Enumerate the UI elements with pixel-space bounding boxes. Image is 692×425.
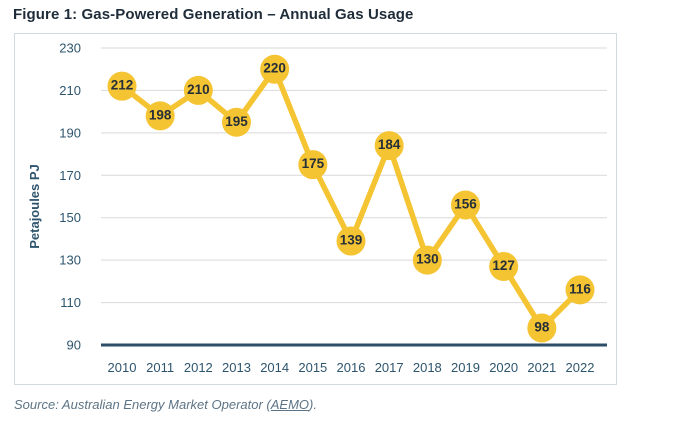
x-tick-label: 2014	[260, 360, 289, 375]
data-label: 220	[263, 61, 286, 76]
data-label: 210	[187, 82, 210, 97]
x-tick-label: 2020	[489, 360, 518, 375]
x-tick-label: 2013	[222, 360, 251, 375]
aemo-link[interactable]: AEMO	[270, 397, 310, 412]
data-point-marker	[260, 54, 290, 84]
x-tick-label: 2021	[527, 360, 556, 375]
y-tick-label: 90	[67, 338, 81, 353]
data-point-marker	[183, 75, 213, 105]
data-label: 195	[225, 114, 248, 129]
figure-title: Figure 1: Gas-Powered Generation – Annua…	[13, 6, 414, 23]
y-tick-label: 150	[59, 210, 81, 225]
y-tick-label: 130	[59, 253, 81, 268]
y-tick-label: 170	[59, 168, 81, 183]
y-tick-label: 110	[60, 295, 81, 310]
line-chart: 90 110 130 150 170 190 210 230 Petajoules PJ 2010…	[27, 41, 607, 375]
data-point-marker	[565, 275, 595, 305]
data-point-marker	[489, 252, 519, 282]
x-tick-label: 2016	[337, 360, 366, 375]
data-label: 156	[454, 196, 477, 211]
x-tick-label: 2018	[413, 360, 442, 375]
data-label: 139	[340, 233, 363, 248]
y-tick-label: 230	[59, 41, 81, 56]
data-point-marker	[145, 101, 175, 131]
x-tick-label: 2015	[298, 360, 327, 375]
source-caption: Source: Australian Energy Market Operato…	[14, 397, 317, 412]
data-label: 175	[302, 156, 325, 171]
x-tick-label: 2019	[451, 360, 480, 375]
data-point-marker	[412, 245, 442, 275]
x-tick-label: 2022	[566, 360, 595, 375]
x-tick-label: 2011	[146, 360, 174, 375]
data-point-marker	[527, 313, 557, 343]
x-tick-label: 2012	[184, 360, 213, 375]
data-label: 130	[416, 252, 439, 267]
data-label: 127	[492, 258, 515, 273]
series-line	[119, 66, 583, 331]
y-axis-title: Petajoules PJ	[27, 164, 42, 249]
source-text-suffix: ).	[309, 397, 317, 412]
data-label: 212	[111, 78, 134, 93]
x-tick-label: 2010	[108, 360, 137, 375]
x-tick-label: 2017	[375, 360, 404, 375]
data-point-marker	[298, 150, 328, 180]
data-point-marker	[451, 190, 480, 220]
data-label: 184	[378, 137, 401, 152]
data-label: 116	[569, 281, 591, 296]
data-label: 98	[534, 320, 550, 335]
data-point-marker	[107, 71, 137, 101]
source-text: Source: Australian Energy Market Operato…	[14, 397, 271, 412]
chart-panel: 90 110 130 150 170 190 210 230 Petajoules PJ 2010…	[14, 33, 617, 385]
y-tick-label: 210	[59, 83, 81, 98]
data-point-marker	[374, 131, 404, 161]
data-point-marker	[222, 107, 251, 137]
data-point-marker	[336, 226, 366, 256]
y-tick-label: 190	[59, 125, 81, 140]
data-label: 198	[149, 107, 172, 122]
